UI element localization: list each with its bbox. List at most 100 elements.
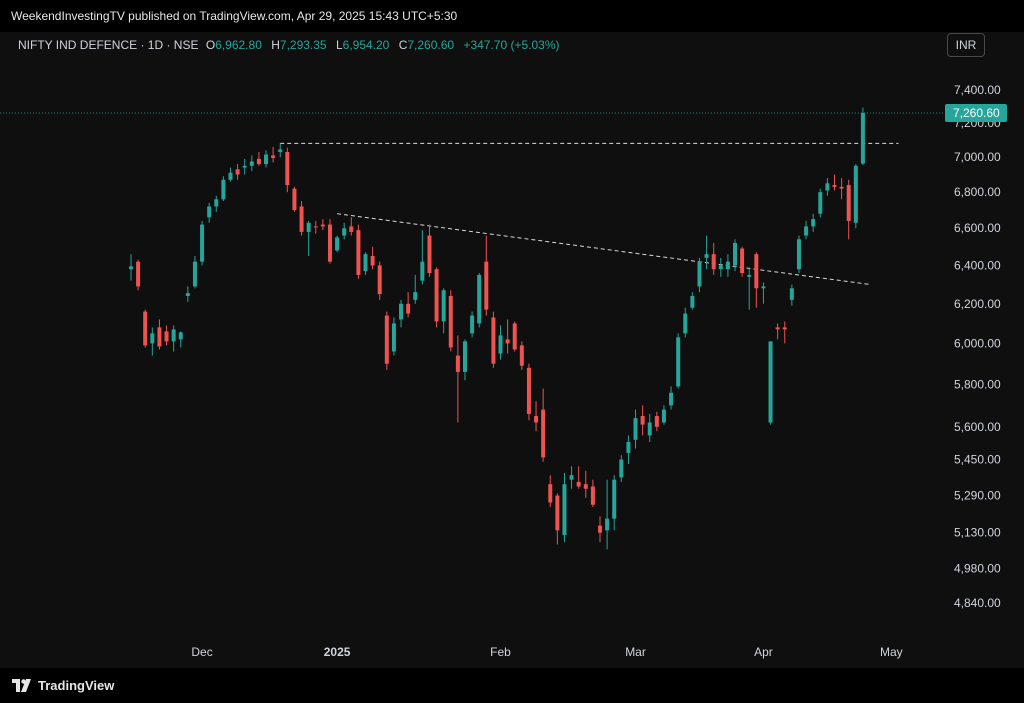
candle-body — [711, 254, 716, 270]
symbol-name: NIFTY IND DEFENCE · 1D · NSE — [18, 38, 199, 52]
candle-body — [406, 303, 411, 314]
candle-body — [796, 239, 801, 270]
open-value: 6,962.80 — [215, 38, 262, 52]
candle — [605, 479, 610, 550]
candle — [178, 331, 183, 348]
candle — [491, 311, 496, 368]
candle-body — [804, 226, 809, 236]
candle — [853, 164, 858, 229]
candle — [590, 479, 595, 508]
candle-body — [676, 337, 681, 387]
candle — [711, 242, 716, 275]
candle-body — [605, 518, 610, 531]
candle-body — [150, 333, 155, 344]
trendline — [337, 213, 871, 285]
currency-button[interactable]: INR — [947, 33, 985, 57]
close-value: 7,260.60 — [407, 38, 455, 52]
high-label: H — [271, 38, 280, 52]
candle — [768, 341, 773, 425]
candle — [185, 286, 190, 302]
publisher-text: WeekendInvestingTV published on TradingV… — [11, 9, 458, 23]
candle — [384, 311, 389, 370]
candle — [249, 155, 254, 172]
candle-body — [136, 261, 141, 287]
candle — [192, 256, 197, 289]
candle — [669, 386, 674, 410]
candle-body — [541, 409, 546, 458]
tradingview-logo[interactable]: TradingView — [12, 678, 114, 693]
candle-body — [327, 224, 332, 262]
candle — [811, 213, 816, 232]
candle-body — [789, 288, 794, 300]
candle — [569, 466, 574, 489]
candle-body — [846, 185, 851, 221]
candle — [498, 325, 503, 360]
candle-body — [171, 329, 176, 342]
candle — [271, 146, 276, 163]
candle-body — [562, 484, 567, 536]
candle — [512, 321, 517, 352]
candle — [327, 219, 332, 264]
candle — [399, 299, 404, 328]
last-price-badge — [945, 103, 1007, 122]
price-axis[interactable]: 7,400.007,200.007,000.006,800.006,600.00… — [954, 83, 1001, 610]
candle-body — [818, 192, 823, 214]
candle-body — [498, 335, 503, 354]
candle — [548, 475, 553, 508]
candle-body — [619, 459, 624, 478]
candle — [626, 435, 631, 465]
candle-body — [747, 274, 752, 277]
time-tick-label: Mar — [625, 645, 646, 659]
candle — [200, 220, 205, 266]
candle-body — [718, 265, 723, 270]
candle — [129, 254, 133, 281]
candle-body — [299, 206, 304, 232]
candle-body — [448, 296, 453, 348]
candle-body — [214, 199, 219, 207]
candle — [740, 246, 745, 277]
candle — [775, 323, 780, 340]
annotation-layer — [280, 142, 899, 285]
candle — [363, 252, 368, 275]
candle — [804, 220, 809, 240]
candle-body — [455, 355, 460, 372]
candle — [462, 339, 467, 381]
symbol-legend: NIFTY IND DEFENCE · 1D · NSE O6,962.80 H… — [18, 38, 560, 52]
candle — [264, 150, 269, 168]
candle-body — [399, 303, 404, 320]
last-price-label: 7,260.60 — [953, 106, 1000, 120]
candle-body — [185, 293, 190, 297]
candle-body — [207, 206, 212, 218]
candle — [370, 246, 375, 270]
candle — [320, 219, 325, 231]
candle-body — [647, 422, 652, 436]
candle — [157, 319, 162, 350]
candle — [576, 466, 581, 489]
candle — [292, 186, 297, 212]
candle — [697, 257, 702, 293]
candle-body — [725, 261, 730, 270]
candle — [164, 325, 169, 346]
candle — [832, 174, 837, 191]
open-label: O — [205, 38, 216, 52]
candle-body — [285, 151, 290, 186]
candle-body — [733, 242, 738, 266]
candle — [725, 254, 730, 277]
candle — [228, 167, 233, 182]
candle-body — [164, 331, 169, 342]
tradingview-logo-text: TradingView — [38, 678, 115, 693]
candle — [406, 292, 411, 318]
candle — [541, 388, 546, 462]
candle — [349, 217, 354, 236]
candle — [505, 319, 510, 354]
candle — [676, 333, 681, 389]
candle-body — [626, 441, 631, 453]
candle — [754, 252, 759, 308]
candle-body — [761, 286, 766, 289]
candle-body — [661, 409, 666, 423]
candle — [562, 472, 567, 543]
time-axis[interactable]: Dec 2025 Feb Mar Apr May — [191, 645, 902, 659]
candle — [690, 292, 695, 310]
candle-body — [192, 261, 197, 287]
